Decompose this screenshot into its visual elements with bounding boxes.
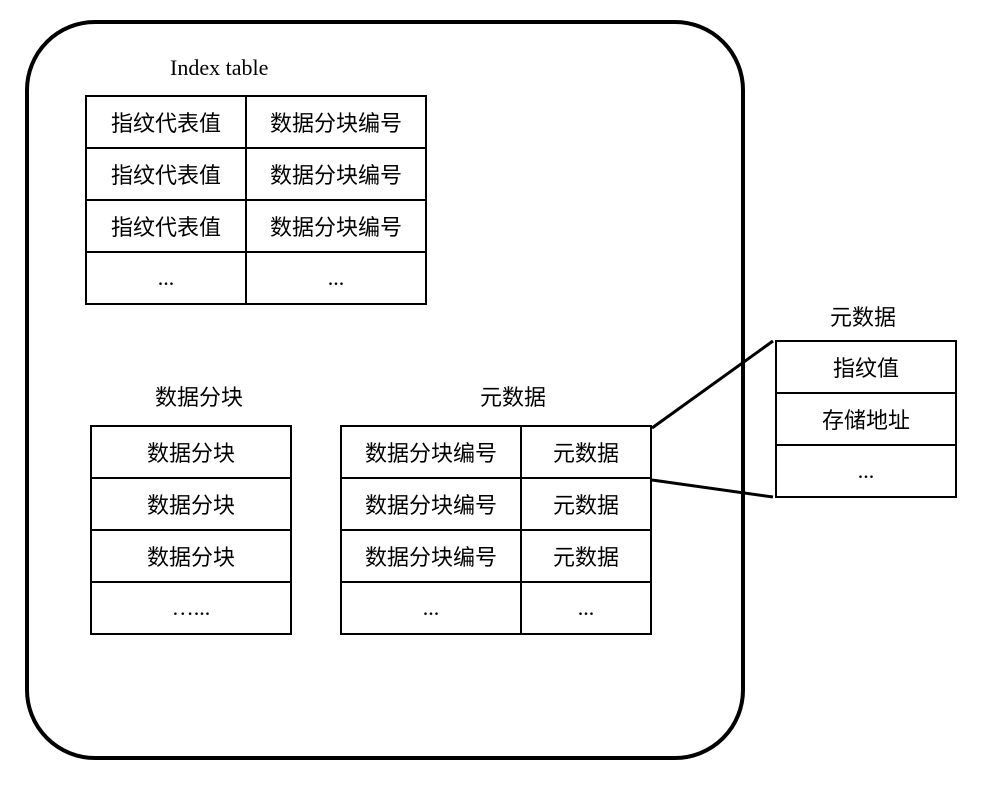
callout-lines <box>0 0 1000 791</box>
